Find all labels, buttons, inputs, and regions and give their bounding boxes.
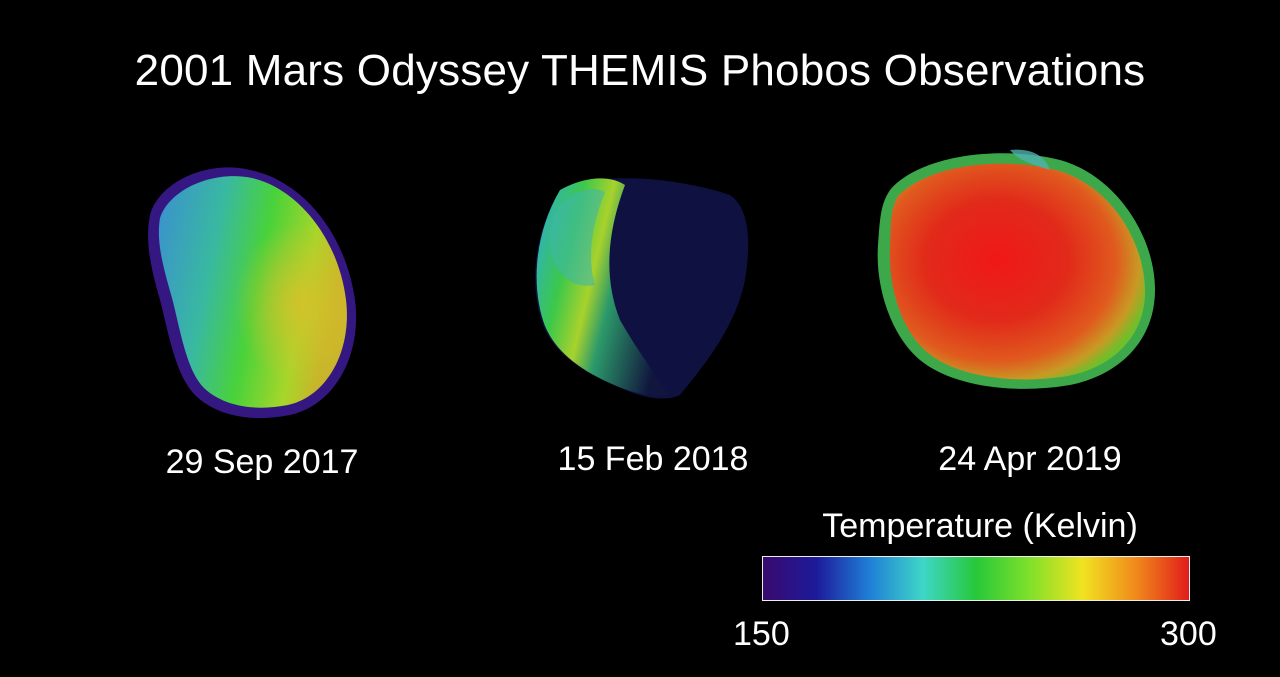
colorbar-min-label: 150 [733, 615, 790, 653]
phobos-image-2019 [877, 149, 1155, 389]
observation-date-1: 29 Sep 2017 [165, 443, 359, 481]
observation-date-2: 15 Feb 2018 [557, 440, 749, 478]
temperature-colorbar [762, 556, 1190, 601]
figure-title: 2001 Mars Odyssey THEMIS Phobos Observat… [134, 46, 1146, 95]
phobos-image-2018 [535, 178, 749, 399]
colorbar-max-label: 300 [1160, 615, 1217, 653]
phobos-image-2017 [148, 167, 357, 419]
colorbar-title: Temperature (Kelvin) [822, 507, 1138, 545]
observation-date-3: 24 Apr 2019 [938, 440, 1122, 478]
